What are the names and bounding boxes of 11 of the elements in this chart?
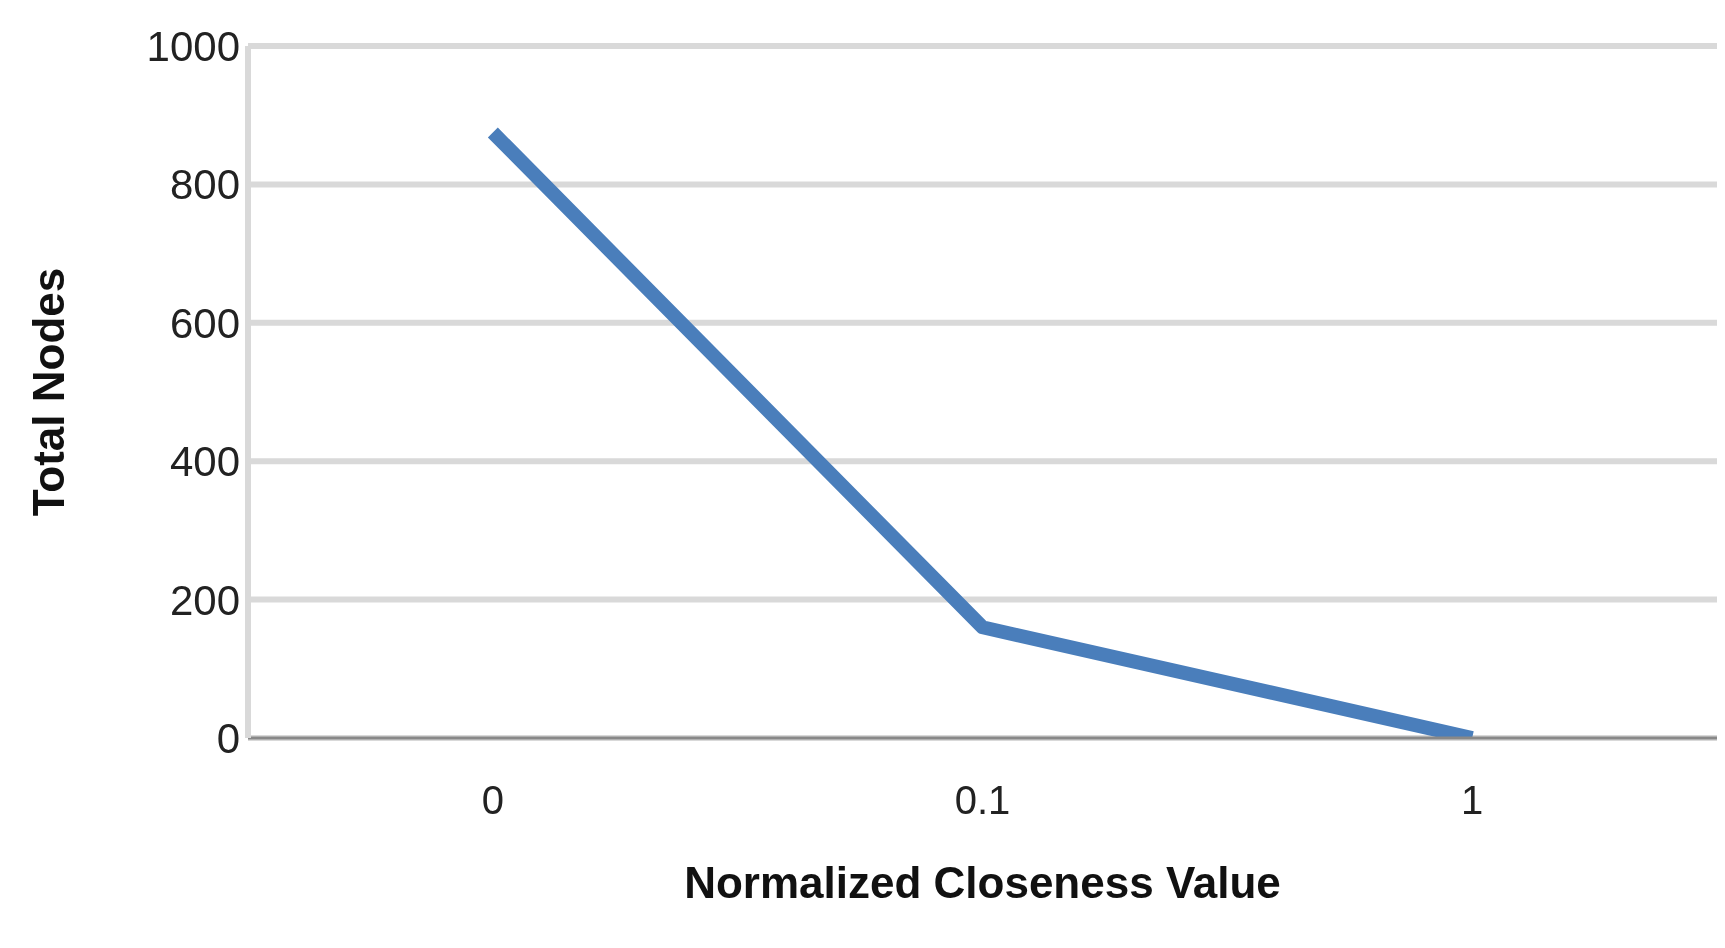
y-tick-label: 800 [169,161,240,209]
x-tick-label: 1 [1461,778,1484,823]
y-tick-label: 0 [216,714,240,762]
x-tick-label: 0.1 [954,778,1011,823]
y-tick-label: 400 [169,438,240,486]
y-tick-label: 600 [169,299,240,347]
x-axis-title: Normalized Closeness Value [684,858,1281,907]
y-axis-title: Total Nodes [23,267,73,517]
y-tick-label: 1000 [146,22,240,70]
y-tick-label: 200 [169,576,240,624]
x-tick-label: 0 [481,778,504,823]
